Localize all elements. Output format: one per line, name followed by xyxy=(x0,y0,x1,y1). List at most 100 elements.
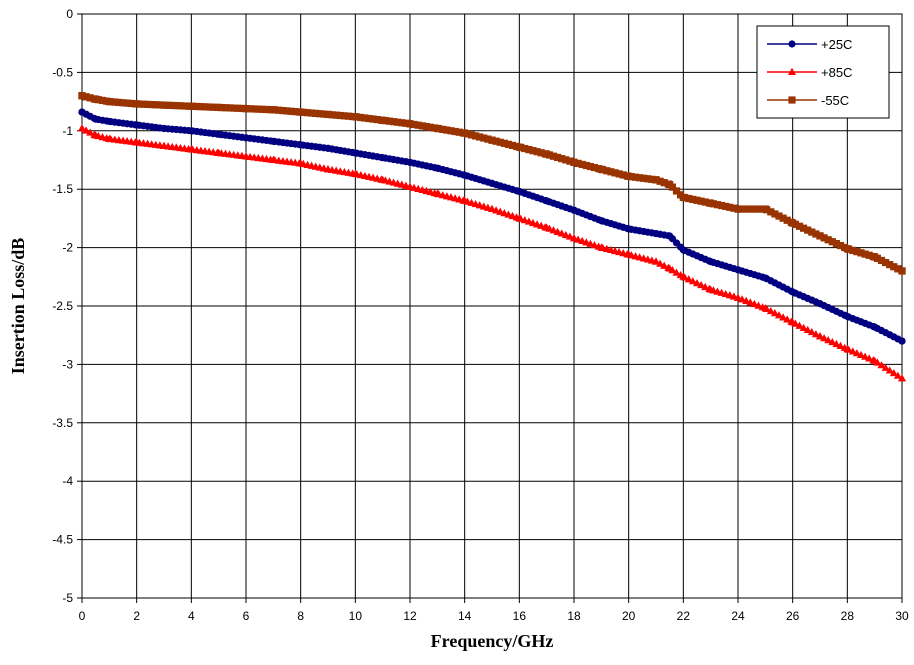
series-marker xyxy=(672,268,681,276)
series-marker xyxy=(893,371,902,379)
series-marker xyxy=(258,105,266,113)
data-point xyxy=(789,219,797,227)
series-marker xyxy=(472,132,480,140)
data-point xyxy=(666,232,674,240)
series-marker xyxy=(201,103,209,111)
series-marker xyxy=(775,212,783,220)
data-point xyxy=(460,196,469,204)
data-point xyxy=(570,234,578,242)
data-point xyxy=(679,193,687,201)
series-marker xyxy=(771,210,779,218)
series-marker xyxy=(877,256,886,265)
series-marker xyxy=(693,196,701,204)
series-marker xyxy=(369,115,377,123)
y-tick-label: -5 xyxy=(62,591,73,605)
series-marker xyxy=(795,321,804,329)
series-marker xyxy=(861,352,870,360)
axis-ticks: 0 2 4 6 8 10 12 14 16 18 20 22 24 26 28 300-0.5-1-1.5-2… xyxy=(52,7,909,623)
x-tick-label: 18 xyxy=(567,609,581,623)
data-point xyxy=(515,187,523,196)
series-marker xyxy=(484,135,492,143)
series-marker xyxy=(754,205,763,213)
data-point xyxy=(652,257,660,265)
series-marker xyxy=(718,201,726,210)
series-marker xyxy=(828,337,837,346)
data-point xyxy=(515,214,524,222)
x-tick-label: 10 xyxy=(349,609,363,623)
series-marker xyxy=(303,109,312,117)
series-marker xyxy=(250,105,258,113)
series-marker xyxy=(890,263,898,271)
series-marker xyxy=(857,249,865,257)
series-marker xyxy=(308,109,316,117)
series-marker xyxy=(82,126,91,134)
series-marker xyxy=(811,330,820,338)
y-tick-label: -2 xyxy=(62,241,73,255)
data-point xyxy=(78,92,86,100)
series-marker xyxy=(193,102,201,111)
series-marker xyxy=(410,120,418,129)
series-marker xyxy=(881,363,890,371)
data-point xyxy=(597,165,605,173)
series-marker xyxy=(209,103,217,111)
series-1 xyxy=(78,108,906,345)
series-marker xyxy=(320,110,328,118)
x-tick-label: 8 xyxy=(297,609,304,623)
series-marker xyxy=(836,341,845,350)
data-point xyxy=(78,108,86,116)
y-tick-label: -2.5 xyxy=(52,299,73,313)
series-marker xyxy=(82,93,90,101)
data-point xyxy=(597,217,605,225)
x-tick-label: 2 xyxy=(133,609,140,623)
data-point xyxy=(665,264,674,272)
series-marker xyxy=(648,175,656,183)
series-marker xyxy=(500,139,508,147)
series-marker xyxy=(385,117,394,125)
data-point xyxy=(515,143,523,151)
data-point xyxy=(91,131,100,139)
series-marker xyxy=(365,114,373,123)
series-marker xyxy=(697,280,706,289)
data-point xyxy=(92,115,100,123)
x-tick-label: 26 xyxy=(786,609,800,623)
data-point xyxy=(324,165,332,173)
series-3 xyxy=(78,92,906,275)
data-point xyxy=(816,232,824,240)
series-marker xyxy=(492,137,500,145)
data-point xyxy=(433,189,442,197)
series-marker xyxy=(554,153,562,162)
series-marker xyxy=(730,204,738,212)
series-marker xyxy=(521,144,529,153)
series-marker xyxy=(336,111,344,120)
series-marker xyxy=(123,99,131,107)
series-marker xyxy=(820,234,828,242)
series-marker xyxy=(688,277,697,285)
x-tick-label: 30 xyxy=(895,609,909,623)
data-point xyxy=(816,300,824,308)
data-point xyxy=(761,304,770,312)
data-point xyxy=(351,113,359,121)
data-point xyxy=(871,323,879,331)
series-marker xyxy=(238,104,246,113)
series-marker xyxy=(882,258,890,267)
series-marker xyxy=(848,347,857,355)
series-marker xyxy=(742,205,750,213)
series-marker xyxy=(402,119,410,127)
series-marker xyxy=(783,216,791,224)
series-marker xyxy=(578,160,586,169)
data-point xyxy=(78,124,86,132)
series-marker xyxy=(127,99,135,108)
data-point xyxy=(406,182,414,190)
series-marker xyxy=(807,327,816,336)
series-marker xyxy=(234,104,242,112)
y-tick-label: -3.5 xyxy=(52,416,73,430)
series-marker xyxy=(361,114,369,122)
data-point xyxy=(843,345,852,353)
series-marker xyxy=(611,169,619,177)
series-marker xyxy=(685,194,693,203)
series-2 xyxy=(78,124,906,382)
legend-marker xyxy=(788,96,796,104)
data-point xyxy=(132,138,141,146)
series-marker xyxy=(877,361,886,369)
